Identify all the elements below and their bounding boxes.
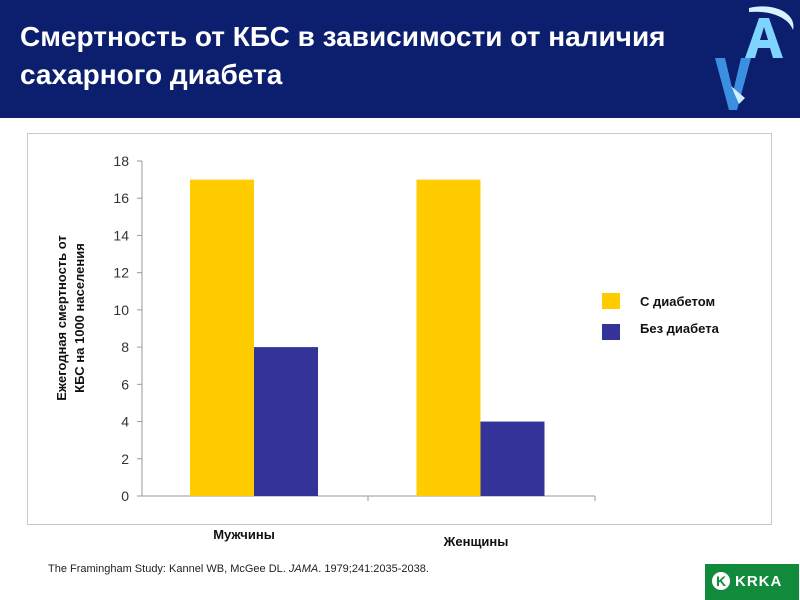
legend-label-with-diabetes: С диабетом <box>640 294 715 309</box>
page-title: Смертность от КБС в зависимости от налич… <box>20 18 710 94</box>
chart-frame <box>27 133 772 525</box>
y-tick-label: 2 <box>121 451 129 467</box>
y-tick-label: 10 <box>113 302 129 318</box>
y-tick-label: 8 <box>121 339 129 355</box>
y-tick-label: 14 <box>113 227 129 243</box>
legend-label-without-diabetes: Без диабета <box>640 321 720 336</box>
source-prefix: The Framingham Study: Kannel WB, McGee D… <box>48 563 289 575</box>
y-tick-label: 12 <box>113 265 129 281</box>
y-tick-label: 6 <box>121 376 129 392</box>
krka-logo: K KRKA <box>705 564 799 600</box>
krka-wordmark: KRKA <box>735 573 783 590</box>
source-journal: JAMA <box>288 563 319 575</box>
y-tick-label: 18 <box>113 153 129 169</box>
bar-men-without-diabetes <box>254 347 318 496</box>
va-logo-swoosh <box>749 6 794 31</box>
va-logo-a-shape <box>745 18 783 58</box>
x-category-label-men: Мужчины <box>213 527 275 542</box>
legend-swatch-without-diabetes <box>602 324 620 340</box>
header-banner: Смертность от КБС в зависимости от налич… <box>0 0 800 118</box>
title-line-1: Смертность от КБС в зависимости от налич… <box>20 21 666 52</box>
title-line-2: сахарного диабета <box>20 59 283 90</box>
va-logo <box>715 6 794 110</box>
krka-ring-icon <box>712 572 730 590</box>
source-suffix: . 1979;241:2035-2038. <box>318 563 429 575</box>
source-citation: The Framingham Study: Kannel WB, McGee D… <box>48 563 429 575</box>
bar-women-without-diabetes <box>480 421 545 496</box>
krka-k-glyph: K <box>716 573 727 589</box>
y-axis-label-line-2: КБС на 1000 населения <box>72 243 87 393</box>
bars-group <box>190 179 545 496</box>
bar-women-with-diabetes <box>416 179 481 496</box>
x-category-label-women: Женщины <box>443 534 509 549</box>
y-axis-ticks: 0 2 4 6 8 10 12 14 16 18 <box>113 153 142 504</box>
va-logo-v-shape <box>715 58 751 110</box>
va-logo-accent <box>731 86 745 104</box>
legend: С диабетом Без диабета <box>602 293 720 340</box>
y-axis-label-line-1: Ежегодная смертность от <box>54 235 69 401</box>
bar-men-with-diabetes <box>190 179 254 496</box>
y-tick-label: 16 <box>113 190 129 206</box>
y-tick-label: 0 <box>121 488 129 504</box>
y-tick-label: 4 <box>121 414 129 430</box>
legend-swatch-with-diabetes <box>602 293 620 309</box>
